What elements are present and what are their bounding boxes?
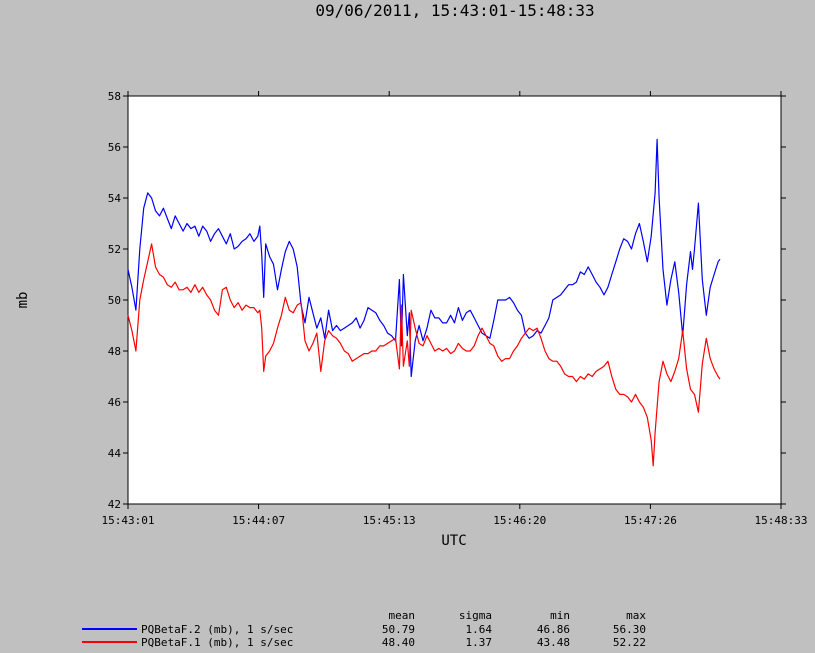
legend-entry-1: PQBetaF.2 (mb), 1 s/sec <box>141 623 293 636</box>
plot-area <box>127 95 782 505</box>
x-tick-label: 15:46:20 <box>493 514 546 527</box>
stat-value: 52.22 <box>613 636 646 649</box>
y-tick-label: 42 <box>108 498 121 511</box>
x-axis-label: UTC <box>441 533 466 549</box>
stats-header-mean: mean <box>389 609 416 622</box>
stat-value: 48.40 <box>382 636 415 649</box>
x-tick-label: 15:45:13 <box>363 514 416 527</box>
stats-header-sigma: sigma <box>459 609 492 622</box>
x-tick-label: 15:47:26 <box>624 514 677 527</box>
y-tick-label: 58 <box>108 90 121 103</box>
x-tick-label: 15:44:07 <box>232 514 285 527</box>
stats-header-max: max <box>626 609 646 622</box>
stat-value: 43.48 <box>537 636 570 649</box>
y-tick-label: 48 <box>108 345 121 358</box>
y-tick-label: 44 <box>108 447 122 460</box>
y-tick-label: 50 <box>108 294 121 307</box>
y-axis-label: mb <box>15 292 31 309</box>
stat-value: 1.37 <box>466 636 493 649</box>
x-tick-label: 15:43:01 <box>102 514 155 527</box>
y-tick-label: 46 <box>108 396 121 409</box>
legend-entry-2: PQBetaF.1 (mb), 1 s/sec <box>141 636 293 649</box>
series-line-2 <box>127 243 721 467</box>
stat-value: 50.79 <box>382 623 415 636</box>
stats-header-min: min <box>550 609 570 622</box>
x-tick-label: 15:48:33 <box>755 514 808 527</box>
stat-value: 56.30 <box>613 623 646 636</box>
stat-value: 1.64 <box>466 623 493 636</box>
y-tick-label: 52 <box>108 243 121 256</box>
y-tick-label: 54 <box>108 192 122 205</box>
stat-value: 46.86 <box>537 623 570 636</box>
chart-title: 09/06/2011, 15:43:01-15:48:33 <box>315 1 594 20</box>
series-line-1 <box>127 138 721 378</box>
y-tick-label: 56 <box>108 141 121 154</box>
